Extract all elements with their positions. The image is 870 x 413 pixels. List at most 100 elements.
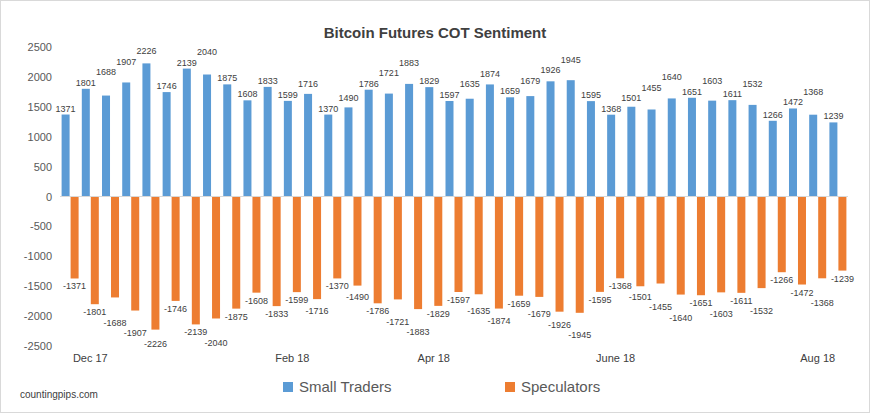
bar [717, 197, 725, 293]
bar [547, 81, 555, 196]
bar [758, 197, 766, 289]
data-label: -1368 [609, 281, 632, 291]
bar [535, 197, 543, 297]
bar [708, 101, 716, 197]
bar [71, 197, 79, 279]
data-label: -1640 [669, 313, 692, 323]
bar [697, 197, 705, 296]
data-label: -1597 [447, 295, 470, 305]
data-label: 1786 [359, 79, 379, 89]
data-label: -1599 [285, 295, 308, 305]
bar [425, 87, 433, 196]
y-tick-label: -2500 [24, 340, 52, 352]
bar [648, 109, 656, 196]
chart: Bitcoin Futures COT Sentiment-2500-2000-… [0, 0, 870, 413]
data-label: -1883 [407, 327, 430, 337]
bar [556, 197, 564, 312]
bar [434, 197, 442, 306]
data-label: 1266 [763, 110, 783, 120]
bar [142, 63, 150, 196]
legend-swatch [505, 382, 515, 392]
data-label: 1371 [56, 104, 76, 114]
data-label: -2139 [184, 327, 207, 337]
data-label: 1926 [541, 65, 561, 75]
y-tick-label: 1500 [28, 101, 52, 113]
y-tick-label: 2500 [28, 41, 52, 53]
bar [212, 197, 220, 319]
data-label: -1368 [811, 298, 834, 308]
bar [475, 197, 483, 295]
data-label: 1874 [480, 69, 500, 79]
bar [486, 84, 494, 196]
data-label: -1595 [588, 295, 611, 305]
data-label: 1883 [399, 58, 419, 68]
bar [446, 101, 454, 197]
data-label: 1599 [278, 90, 298, 100]
data-label: 1833 [258, 76, 278, 86]
bar [151, 197, 159, 330]
bar [526, 96, 534, 196]
bar [243, 100, 251, 196]
data-label: -1603 [710, 309, 733, 319]
data-label: -1801 [83, 307, 106, 317]
data-label: 1597 [439, 90, 459, 100]
data-label: 2040 [197, 47, 217, 57]
data-label: 1801 [76, 78, 96, 88]
y-tick-label: -1000 [24, 250, 52, 262]
bar [353, 197, 361, 286]
bar [515, 197, 523, 296]
data-label: -1472 [790, 288, 813, 298]
data-label: -1829 [427, 309, 450, 319]
data-label: -1455 [649, 302, 672, 312]
bar [414, 197, 422, 310]
data-label: 1679 [520, 76, 540, 86]
data-label: -1532 [750, 306, 773, 316]
data-label: 1746 [157, 81, 177, 91]
bar [252, 197, 260, 293]
data-label: -1659 [508, 299, 531, 309]
bar [737, 197, 745, 293]
bar [778, 197, 786, 273]
y-tick-label: -1500 [24, 280, 52, 292]
bar [677, 197, 685, 295]
bar [636, 197, 644, 287]
bar [82, 89, 90, 197]
bar [293, 197, 301, 293]
source: countingpips.com [20, 389, 98, 400]
bar [374, 197, 382, 304]
bar [232, 197, 240, 309]
bar [657, 197, 665, 284]
y-tick-label: 2000 [28, 71, 52, 83]
data-label: -1721 [386, 317, 409, 327]
bar [333, 197, 341, 279]
data-label: -1716 [306, 306, 329, 316]
bar [567, 80, 575, 196]
x-tick-label: June 18 [596, 352, 635, 364]
legend-label: Small Traders [299, 378, 392, 395]
bar [789, 108, 797, 196]
data-label: -1679 [528, 309, 551, 319]
bar [111, 197, 119, 298]
bar [264, 87, 272, 197]
bar [769, 121, 777, 197]
data-label: 1370 [318, 104, 338, 114]
data-label: 1455 [642, 83, 662, 93]
x-tick-label: Feb 18 [275, 352, 309, 364]
data-label: 1532 [743, 79, 763, 89]
bar [728, 100, 736, 196]
data-label: -1746 [164, 304, 187, 314]
data-label: 1716 [298, 79, 318, 89]
data-label: -1635 [467, 306, 490, 316]
x-tick-label: Aug 18 [800, 352, 835, 364]
data-label: 1945 [561, 55, 581, 65]
bar [172, 197, 180, 301]
y-tick-label: 1000 [28, 131, 52, 143]
y-tick-label: 0 [46, 191, 52, 203]
bar [131, 197, 139, 311]
legend-swatch [283, 382, 293, 392]
x-tick-label: Dec 17 [73, 352, 108, 364]
data-label: 1611 [723, 89, 742, 99]
bar [344, 107, 352, 196]
data-label: 1490 [338, 93, 358, 103]
bar [163, 92, 171, 196]
